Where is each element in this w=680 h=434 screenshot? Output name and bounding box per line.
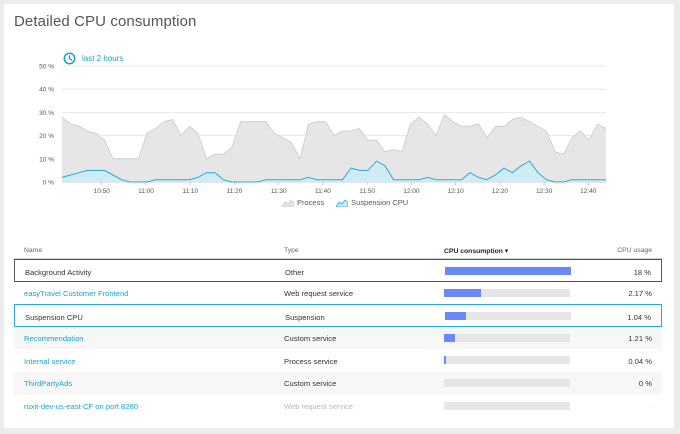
x-tick-label: 12:30 bbox=[536, 188, 553, 195]
consumption-bar bbox=[445, 267, 571, 275]
row-usage: 2.17 % bbox=[628, 289, 652, 299]
x-tick-label: 11:40 bbox=[315, 188, 331, 195]
y-tick-label: 10 % bbox=[39, 156, 54, 163]
x-tick-label: 12:20 bbox=[492, 188, 509, 195]
process-area bbox=[62, 114, 606, 182]
consumption-bar bbox=[444, 401, 570, 410]
x-tick-label: 12:40 bbox=[580, 188, 597, 195]
table-row[interactable]: Background Activity Other 18 % bbox=[14, 259, 662, 282]
x-tick-label: 11:20 bbox=[227, 188, 243, 195]
row-usage: 1.04 % bbox=[627, 312, 651, 322]
consumption-bar bbox=[444, 288, 570, 297]
suspension-area-line bbox=[61, 160, 606, 183]
row-type: Suspension bbox=[285, 312, 325, 322]
area-chart-icon bbox=[336, 198, 349, 207]
y-tick-label: 30 % bbox=[39, 110, 54, 117]
legend-item-suspension[interactable]: Suspension CPU bbox=[336, 198, 408, 207]
row-name: Suspension CPU bbox=[25, 312, 83, 322]
table-row[interactable]: Suspension CPU Suspension 1.04 % bbox=[14, 304, 662, 327]
x-tick-label: 11:50 bbox=[359, 188, 375, 195]
x-tick-label: 12:00 bbox=[403, 188, 420, 195]
page-title: Detailed CPU consumption bbox=[14, 13, 197, 30]
area-chart-icon bbox=[282, 198, 294, 207]
row-name-link[interactable]: ruxit-dev-us-east-CF on port 8280 bbox=[24, 402, 138, 412]
x-tick-label: 11:30 bbox=[271, 188, 287, 195]
chart-legend: Process Suspension CPU bbox=[282, 198, 408, 207]
table-row[interactable]: Internal service Process service 0.04 % bbox=[14, 349, 662, 372]
y-axis: 0 % 10 % 20 % 30 % 40 % 50 % bbox=[39, 64, 54, 187]
y-tick-label: 50 % bbox=[39, 64, 54, 71]
x-tick-label: 10:50 bbox=[94, 188, 111, 195]
consumption-bar bbox=[444, 333, 570, 342]
table-row[interactable]: easyTravel Customer Frontend Web request… bbox=[14, 281, 662, 305]
consumption-bar-fill bbox=[444, 333, 456, 342]
row-type: Other bbox=[285, 267, 304, 277]
consumption-bar bbox=[444, 356, 570, 365]
row-usage: 1.21 % bbox=[628, 334, 652, 344]
timeframe-label: last 2 hours bbox=[82, 53, 124, 63]
suspension-area bbox=[62, 161, 606, 182]
column-header-name[interactable]: Name bbox=[24, 247, 43, 254]
row-name-link[interactable]: easyTravel Customer Frontend bbox=[24, 289, 129, 299]
table-row[interactable]: ThirdPartyAds Custom service 0 % bbox=[14, 371, 662, 395]
row-name: Background Activity bbox=[25, 267, 92, 277]
row-name-link[interactable]: Internal service bbox=[24, 356, 76, 366]
x-tick-label: 12:10 bbox=[447, 188, 464, 195]
consumption-bar bbox=[445, 312, 571, 321]
process-table: Name Type CPU consumption ▾ CPU usage Ba… bbox=[14, 240, 662, 418]
y-tick-label: 20 % bbox=[39, 133, 54, 140]
consumption-bar-fill bbox=[444, 288, 481, 297]
process-area-line bbox=[61, 114, 607, 160]
column-header-consumption[interactable]: CPU consumption ▾ bbox=[444, 248, 509, 255]
x-tick-label: 11:00 bbox=[138, 188, 154, 195]
consumption-bar-fill bbox=[444, 356, 446, 365]
clock-icon bbox=[63, 52, 76, 64]
table-header: Name Type CPU consumption ▾ CPU usage bbox=[14, 240, 662, 259]
x-tick-label: 11:10 bbox=[182, 188, 198, 195]
legend-item-process[interactable]: Process bbox=[282, 198, 324, 207]
row-usage: 0 % bbox=[638, 379, 652, 389]
row-usage: - bbox=[649, 402, 652, 412]
legend-label-process: Process bbox=[297, 198, 325, 207]
consumption-bar-fill bbox=[445, 312, 467, 321]
row-name-link[interactable]: ThirdPartyAds bbox=[24, 379, 73, 389]
row-type: Web request service bbox=[284, 402, 354, 412]
consumption-bar-fill bbox=[445, 267, 571, 275]
y-tick-label: 0 % bbox=[43, 180, 54, 187]
row-type: Custom service bbox=[284, 379, 337, 389]
column-header-usage[interactable]: CPU usage bbox=[617, 247, 652, 254]
cpu-chart[interactable]: 0 %10 %20 %30 %40 %50 % 10:50 11:00 11:10 1… bbox=[0, 0, 680, 200]
consumption-bar bbox=[444, 378, 570, 387]
chart-series bbox=[61, 114, 607, 183]
table-row[interactable]: Recommendation Custom service 1.21 % bbox=[14, 326, 662, 350]
row-type: Web request service bbox=[284, 289, 354, 299]
y-tick-label: 40 % bbox=[39, 87, 54, 94]
row-type: Custom service bbox=[284, 334, 337, 344]
row-usage: 18 % bbox=[633, 267, 651, 277]
legend-label-suspension: Suspension CPU bbox=[351, 198, 409, 207]
column-header-type[interactable]: Type bbox=[284, 247, 299, 254]
row-usage: 0.04 % bbox=[628, 356, 652, 366]
table-row[interactable]: ruxit-dev-us-east-CF on port 8280 Web re… bbox=[14, 394, 662, 418]
x-axis: 10:50 11:00 11:10 11:20 11:30 11:40 11:50 12:00… bbox=[94, 182, 597, 195]
row-name-link[interactable]: Recommendation bbox=[24, 334, 84, 344]
row-type: Process service bbox=[284, 356, 338, 366]
timeframe-selector[interactable]: last 2 hours bbox=[63, 51, 123, 65]
